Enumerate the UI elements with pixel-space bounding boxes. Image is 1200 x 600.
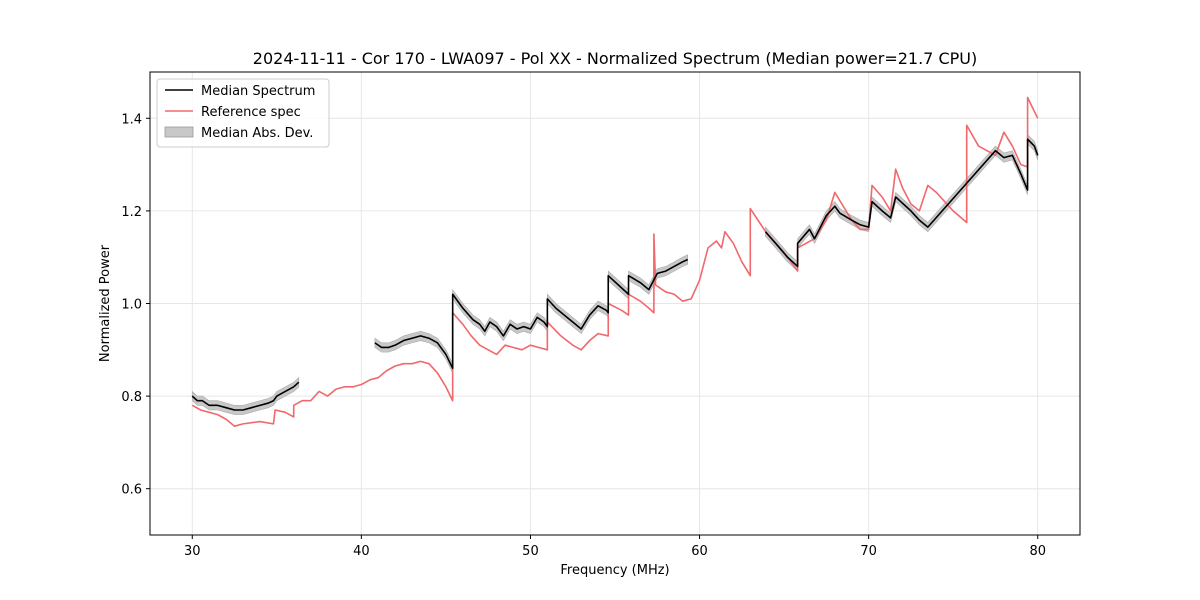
x-tick-label-80: 80 <box>1029 544 1046 559</box>
chart-title: 2024-11-11 - Cor 170 - LWA097 - Pol XX -… <box>253 49 977 68</box>
plot-area <box>191 96 1039 427</box>
grid <box>150 72 1080 535</box>
x-axis-label: Frequency (MHz) <box>560 563 669 578</box>
median-spectrum-segment-2 <box>764 138 1039 268</box>
x-tick-label-30: 30 <box>184 544 201 559</box>
median-spectrum-segment-0 <box>191 381 300 411</box>
x-tick-label-60: 60 <box>691 544 708 559</box>
legend-mad-band-swatch <box>164 126 194 138</box>
y-tick-label-1.4: 1.4 <box>121 112 142 127</box>
legend: Median Spectrum Reference spec Median Ab… <box>156 78 330 148</box>
y-tick-label-1.2: 1.2 <box>121 205 142 220</box>
y-tick-label-0.8: 0.8 <box>121 390 142 405</box>
x-tick-label-50: 50 <box>522 544 539 559</box>
legend-median-label: Median Spectrum <box>201 84 315 99</box>
x-tick-label-70: 70 <box>860 544 877 559</box>
y-tick-label-0.6: 0.6 <box>121 483 142 498</box>
legend-box <box>156 78 330 148</box>
reference-spec-segment-0 <box>191 96 1039 427</box>
legend-reference-label: Reference spec <box>201 105 301 120</box>
mad-band-segment-1 <box>374 254 689 374</box>
median-spectrum-segment-1 <box>374 258 689 370</box>
x-tick-label-40: 40 <box>353 544 370 559</box>
y-tick-label-1: 1.0 <box>121 298 142 313</box>
ticks: 30 40 50 60 70 80 0.6 0.8 1.0 1.2 1.4 <box>121 112 1046 559</box>
legend-mad-label: Median Abs. Dev. <box>201 126 313 141</box>
y-axis-label: Normalized Power <box>98 244 113 362</box>
